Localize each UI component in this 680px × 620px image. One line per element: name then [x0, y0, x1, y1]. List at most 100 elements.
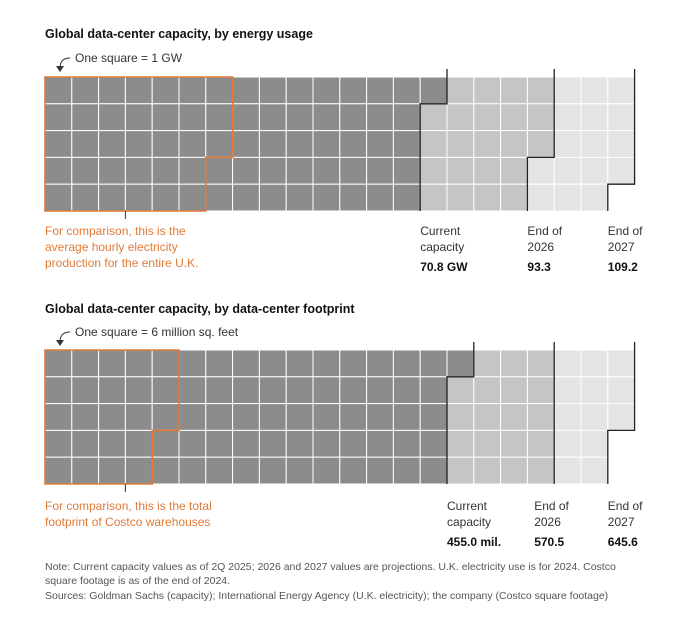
waffle-square [124, 403, 153, 431]
waffle-square [446, 403, 475, 431]
waffle-square [178, 376, 207, 405]
waffle-square [553, 376, 582, 405]
milestone-value: 570.5 [534, 535, 564, 549]
waffle-square [98, 429, 126, 458]
waffle-square [205, 103, 234, 132]
waffle-square [473, 156, 502, 185]
waffle-square [473, 183, 502, 212]
waffle-square [44, 183, 73, 212]
waffle-square [392, 183, 421, 212]
waffle-square [258, 349, 287, 378]
waffle-square [232, 103, 260, 132]
waffle-square [500, 376, 528, 405]
waffle-square [71, 456, 100, 485]
waffle-square [500, 429, 528, 458]
milestone-divider [607, 69, 636, 211]
waffle-square [526, 429, 555, 458]
waffle-square [232, 349, 260, 378]
waffle-square [285, 429, 314, 458]
waffle-square [553, 429, 582, 458]
waffle-square [44, 156, 73, 185]
waffle-square [580, 376, 609, 405]
waffle-square [500, 76, 528, 105]
waffle-square [339, 103, 368, 132]
waffle-square [392, 456, 421, 485]
waffle-square [285, 156, 314, 185]
waffle-square [580, 456, 609, 485]
note-line: Sources: Goldman Sachs (capacity); Inter… [45, 590, 608, 602]
waffle-square [258, 376, 287, 405]
waffle-square [446, 376, 475, 405]
waffle-square [205, 130, 234, 158]
footprint-panel: Global data-center capacity, by data-cen… [44, 302, 643, 549]
waffle-square [71, 429, 100, 458]
waffle-square [580, 183, 609, 212]
waffle-square [419, 429, 448, 458]
waffle-square [151, 349, 180, 378]
waffle-square [151, 103, 180, 132]
waffle-square [553, 349, 582, 378]
milestone-divider [607, 342, 636, 484]
waffle-square [500, 103, 528, 132]
waffle-square [473, 376, 502, 405]
waffle-square [526, 130, 555, 158]
milestone-label-line: 2027 [608, 515, 635, 529]
waffle-square [500, 156, 528, 185]
milestone-label-line: End of [527, 224, 562, 238]
waffle-square [607, 376, 636, 405]
waffle-square [178, 403, 207, 431]
waffle-square [500, 183, 528, 212]
waffle-square [526, 456, 555, 485]
milestone-label-line: capacity [447, 515, 491, 529]
waffle-square [580, 429, 609, 458]
waffle-square [526, 403, 555, 431]
waffle-square [312, 349, 341, 378]
waffle-square [285, 183, 314, 212]
waffle-square [205, 183, 234, 212]
unit-label: One square = 6 million sq. feet [75, 325, 239, 339]
waffle-square [446, 349, 475, 378]
waffle-square [500, 403, 528, 431]
waffle-square [98, 130, 126, 158]
waffle-square [366, 183, 394, 212]
waffle-square [71, 103, 100, 132]
waffle-square [178, 456, 207, 485]
waffle-square [526, 76, 555, 105]
waffle-square [71, 76, 100, 105]
waffle-square [232, 76, 260, 105]
waffle-square [580, 403, 609, 431]
waffle-square [607, 156, 636, 185]
waffle-square [553, 456, 582, 485]
waffle-square [553, 76, 582, 105]
waffle-square [98, 156, 126, 185]
waffle-square [312, 456, 341, 485]
waffle-square [232, 376, 260, 405]
waffle-square [178, 76, 207, 105]
waffle-square [580, 76, 609, 105]
waffle-square [44, 403, 73, 431]
waffle-square [151, 429, 180, 458]
waffle-square [285, 349, 314, 378]
waffle-square [339, 183, 368, 212]
waffle-square [366, 130, 394, 158]
waffle-square [71, 156, 100, 185]
waffle-square [580, 130, 609, 158]
waffle-square [473, 456, 502, 485]
waffle-square [258, 403, 287, 431]
waffle-square [607, 103, 636, 132]
energy-usage-panel: Global data-center capacity, by energy u… [44, 27, 643, 274]
waffle-square [312, 103, 341, 132]
milestone-label-line: Current [447, 499, 488, 513]
waffle-square [285, 403, 314, 431]
waffle-square [205, 456, 234, 485]
waffle-square [232, 183, 260, 212]
waffle-square [607, 76, 636, 105]
waffle-square [124, 349, 153, 378]
waffle-square [98, 376, 126, 405]
waffle-square [258, 156, 287, 185]
waffle-square [178, 429, 207, 458]
waffle-square [178, 349, 207, 378]
waffle-square [392, 130, 421, 158]
waffle-square [205, 429, 234, 458]
note-line: square footage is as of the end of 2024. [45, 575, 230, 587]
